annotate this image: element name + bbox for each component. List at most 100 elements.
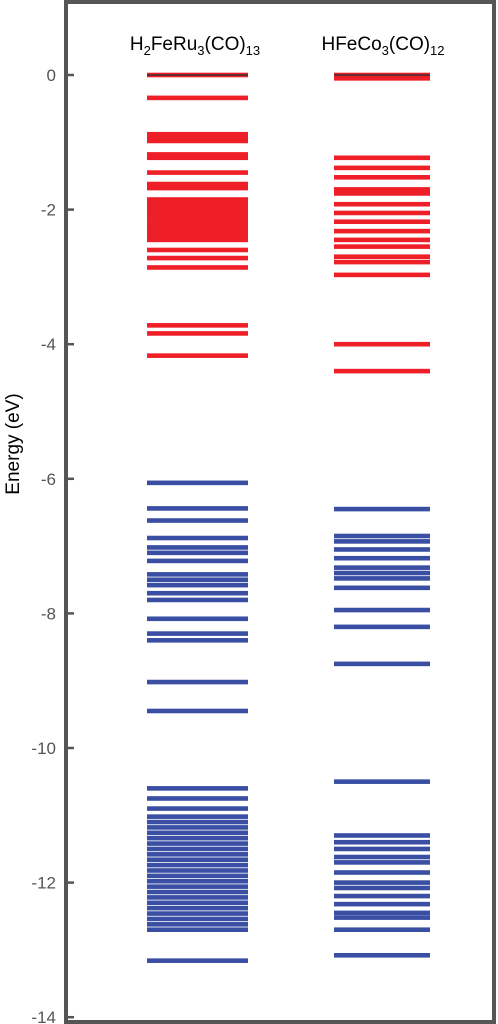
y-axis-label: Energy (eV)	[3, 393, 24, 494]
col1-occupied-level-39	[147, 916, 248, 922]
y-tick-label-5: -10	[31, 739, 56, 758]
col1-occupied-level-33	[147, 884, 248, 889]
y-tick-label-3: -6	[41, 470, 56, 489]
col1-occupied-level-37	[147, 905, 248, 911]
col2-unoccupied-level-3	[334, 165, 430, 171]
col1-occupied-level-17	[147, 786, 248, 791]
col1-unoccupied-level-2	[147, 131, 248, 137]
col2-occupied-level-25	[334, 927, 430, 933]
col2-occupied-level-26	[334, 952, 430, 958]
col2-occupied-level-21	[334, 893, 430, 899]
y-axis-ticks: 0 -2 -4 -6 -8 -10 -12 -14	[31, 66, 74, 1024]
col1-unoccupied-level-6	[147, 155, 248, 161]
col1-occupied-level-13	[147, 631, 248, 636]
col1-occupied-level-35	[147, 895, 248, 900]
col1-occupied-level-4	[147, 545, 248, 550]
col2-occupied-level-15	[334, 846, 430, 852]
col1-occupied-level-26	[147, 846, 248, 852]
col1-occupied-level-23	[147, 830, 248, 836]
col2-occupied-level-10	[334, 624, 430, 630]
col1-occupied-level-0	[147, 480, 248, 486]
col1-unoccupied-level-20	[147, 230, 248, 236]
col1-unoccupied-level-13	[147, 207, 248, 212]
col2-occupied-level-24	[334, 915, 430, 920]
col2-occupied-level-11	[334, 661, 430, 667]
col2-occupied-level-17	[334, 860, 430, 865]
col1-unoccupied-level-16	[147, 217, 248, 222]
level-bars	[147, 72, 430, 963]
col1-unoccupied-level-19	[147, 227, 248, 233]
col2-unoccupied-level-16	[334, 341, 430, 347]
col2-occupied-level-22	[334, 901, 430, 907]
col1-unoccupied-level-15	[147, 214, 248, 219]
col1-occupied-level-5	[147, 550, 248, 556]
col2-occupied-level-14	[334, 839, 430, 845]
col1-unoccupied-level-7	[147, 170, 248, 175]
col2-occupied-level-5	[334, 565, 430, 570]
col1-occupied-level-36	[147, 900, 248, 906]
col1-unoccupied-level-27	[147, 331, 248, 336]
column-title-1: H2FeRu3(CO)13	[130, 34, 260, 58]
col2-occupied-level-0	[334, 506, 430, 512]
col1-occupied-level-28	[147, 857, 248, 863]
col2-unoccupied-level-4	[334, 175, 430, 180]
col1-unoccupied-level-3	[147, 135, 248, 140]
col2-occupied-level-7	[334, 576, 430, 581]
col1-occupied-level-20	[147, 814, 248, 819]
plot-border	[64, 0, 496, 1024]
col1-unoccupied-level-14	[147, 210, 248, 216]
col1-occupied-level-2	[147, 518, 248, 523]
col2-occupied-level-20	[334, 885, 430, 891]
col1-unoccupied-level-23	[147, 247, 248, 253]
col1-unoccupied-level-8	[147, 181, 248, 187]
col1-occupied-level-38	[147, 911, 248, 916]
col1-unoccupied-level-11	[147, 200, 248, 206]
col1-occupied-level-21	[147, 819, 248, 825]
plot-frame	[64, 0, 496, 1024]
col1-unoccupied-level-18	[147, 224, 248, 229]
col1-unoccupied-level-22	[147, 237, 248, 243]
column-titles: H2FeRu3(CO)13 HFeCo3(CO)12	[130, 34, 445, 58]
col2-unoccupied-level-7	[334, 201, 430, 207]
col1-unoccupied-level-28	[147, 353, 248, 358]
col2-unoccupied-level-15	[334, 272, 430, 278]
col2-unoccupied-level-6	[334, 191, 430, 196]
col1-occupied-level-22	[147, 825, 248, 830]
col1-occupied-level-18	[147, 796, 248, 801]
col2-unoccupied-level-2	[334, 155, 430, 161]
col2-occupied-level-3	[334, 547, 430, 552]
col1-occupied-level-1	[147, 506, 248, 511]
col1-unoccupied-level-21	[147, 234, 248, 239]
y-tick-label-4: -8	[41, 604, 56, 623]
col1-occupied-level-6	[147, 558, 248, 564]
col2-occupied-level-19	[334, 880, 430, 885]
col1-occupied-level-30	[147, 868, 248, 873]
col1-unoccupied-level-17	[147, 220, 248, 226]
col1-occupied-level-16	[147, 708, 248, 714]
col1-unoccupied-level-10	[147, 197, 248, 202]
col2-unoccupied-level-17	[334, 368, 430, 374]
col1-occupied-level-42	[147, 958, 248, 963]
col1-occupied-level-34	[147, 889, 248, 895]
col1-occupied-level-32	[147, 878, 248, 884]
col2-occupied-level-6	[334, 570, 430, 576]
col1-unoccupied-level-25	[147, 265, 248, 270]
col1-unoccupied-level-1	[147, 95, 248, 101]
col1-occupied-level-7	[147, 572, 248, 577]
col2-occupied-level-9	[334, 607, 430, 613]
y-tick-label-7: -14	[31, 1008, 56, 1024]
col2-occupied-level-18	[334, 870, 430, 875]
col1-occupied-level-12	[147, 616, 248, 622]
col2-occupied-level-16	[334, 854, 430, 860]
col2-occupied-level-23	[334, 910, 430, 916]
col1-occupied-level-3	[147, 535, 248, 541]
col2-unoccupied-level-13	[334, 254, 430, 260]
col2-occupied-level-4	[334, 555, 430, 561]
col2-occupied-level-1	[334, 533, 430, 539]
col1-unoccupied-level-24	[147, 255, 248, 261]
col1-occupied-level-24	[147, 835, 248, 841]
col1-occupied-level-41	[147, 927, 248, 933]
col1-unoccupied-level-12	[147, 203, 248, 209]
col1-occupied-level-9	[147, 582, 248, 588]
